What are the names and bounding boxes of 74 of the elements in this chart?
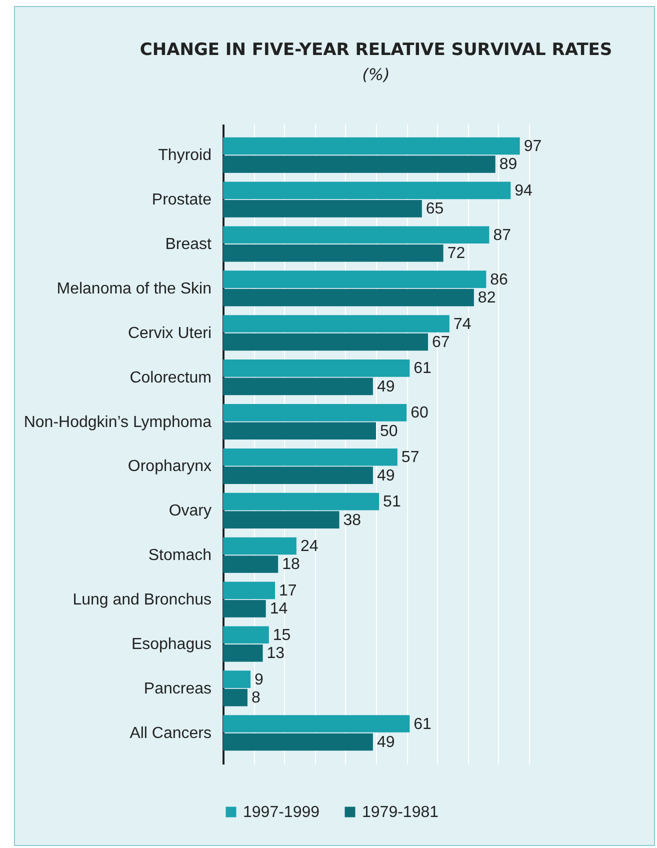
bar <box>223 270 486 288</box>
bar <box>223 511 340 528</box>
bar <box>223 182 511 200</box>
data-label: 60 <box>410 404 428 422</box>
y-tick-label: Colorectum <box>130 369 212 386</box>
bar <box>223 226 490 244</box>
data-label: 17 <box>279 582 297 600</box>
data-label: 18 <box>282 556 300 574</box>
bar <box>223 715 410 732</box>
y-tick-label: Cervix Uteri <box>128 324 212 342</box>
data-label: 50 <box>380 422 398 440</box>
bar <box>223 200 422 218</box>
y-tick-label: Oropharynx <box>128 458 212 476</box>
bar <box>223 288 474 306</box>
bar <box>223 582 276 600</box>
data-label: 67 <box>432 334 450 352</box>
data-label: 49 <box>376 734 395 752</box>
bar <box>223 492 380 510</box>
data-label: 74 <box>453 316 472 333</box>
bar <box>223 360 410 377</box>
bar <box>223 333 428 351</box>
data-label: 86 <box>490 271 508 288</box>
bar <box>223 600 266 618</box>
data-label: 57 <box>401 449 420 466</box>
bar <box>223 448 398 466</box>
bar <box>223 466 373 484</box>
data-label: 61 <box>414 716 432 733</box>
data-label: 94 <box>514 182 533 200</box>
chart-subtitle: (%) <box>362 65 390 84</box>
bar <box>223 733 373 751</box>
bar <box>223 378 373 396</box>
data-label: 82 <box>478 290 496 307</box>
y-tick-label: Prostate <box>152 192 212 209</box>
data-label: 49 <box>376 467 395 484</box>
y-tick-label: Breast <box>165 236 212 253</box>
data-label: 72 <box>447 245 466 262</box>
bar <box>223 556 278 573</box>
data-label: 24 <box>300 538 318 555</box>
bar <box>223 688 248 706</box>
data-label: 9 <box>254 671 264 688</box>
data-label: 97 <box>524 138 542 155</box>
bar <box>223 315 450 332</box>
bar <box>223 156 496 173</box>
y-tick-label: Stomach <box>148 547 212 564</box>
y-tick-label: Thyroid <box>158 147 212 164</box>
y-tick-label: Lung and Bronchus <box>72 592 212 609</box>
bar <box>223 644 263 662</box>
legend-label: 1979-1981 <box>362 804 439 821</box>
bar <box>223 626 269 644</box>
data-label: 51 <box>383 494 401 511</box>
y-tick-label: Esophagus <box>131 636 212 653</box>
bar <box>223 137 520 155</box>
bar <box>223 422 376 440</box>
y-tick-label: Melanoma of the Skin <box>56 280 212 298</box>
bar <box>223 404 407 422</box>
bar <box>223 670 251 688</box>
data-label: 89 <box>499 156 518 174</box>
data-label: 13 <box>266 645 285 662</box>
y-tick-label: Ovary <box>168 502 212 520</box>
y-tick-label: Non-Hodgkin’s Lymphoma <box>24 414 212 431</box>
data-label: 8 <box>251 690 260 707</box>
data-label: 65 <box>426 200 444 218</box>
data-label: 14 <box>270 600 288 618</box>
y-tick-label: All Cancers <box>130 724 212 742</box>
data-label: 49 <box>376 378 395 396</box>
data-label: 87 <box>493 226 512 244</box>
chart-title: CHANGE IN FIVE-YEAR RELATIVE SURVIVAL RATES <box>140 40 612 60</box>
y-tick-label: Pancreas <box>144 680 212 698</box>
data-label: 61 <box>414 360 432 378</box>
data-label: 15 <box>272 626 291 644</box>
data-label: 38 <box>343 512 362 529</box>
bar <box>223 244 444 262</box>
legend-label: 1997-1999 <box>243 804 320 821</box>
bar <box>223 537 296 555</box>
